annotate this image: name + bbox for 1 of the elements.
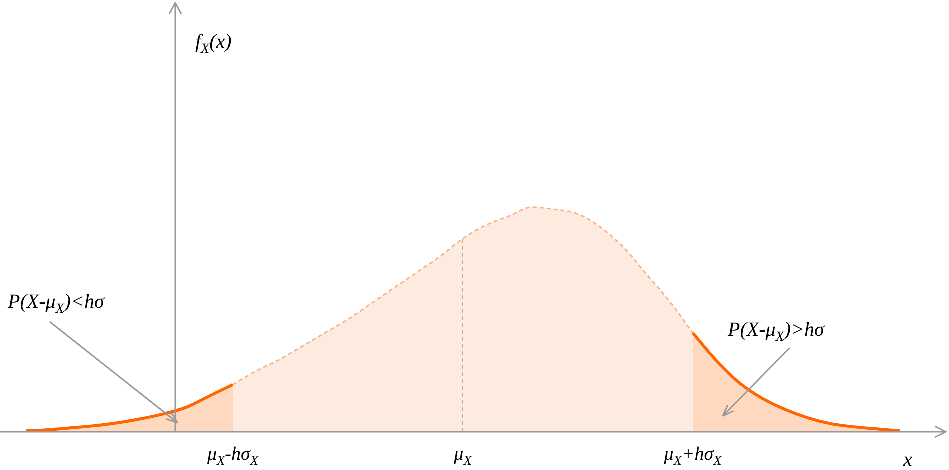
x-axis-title: x [902, 449, 913, 470]
